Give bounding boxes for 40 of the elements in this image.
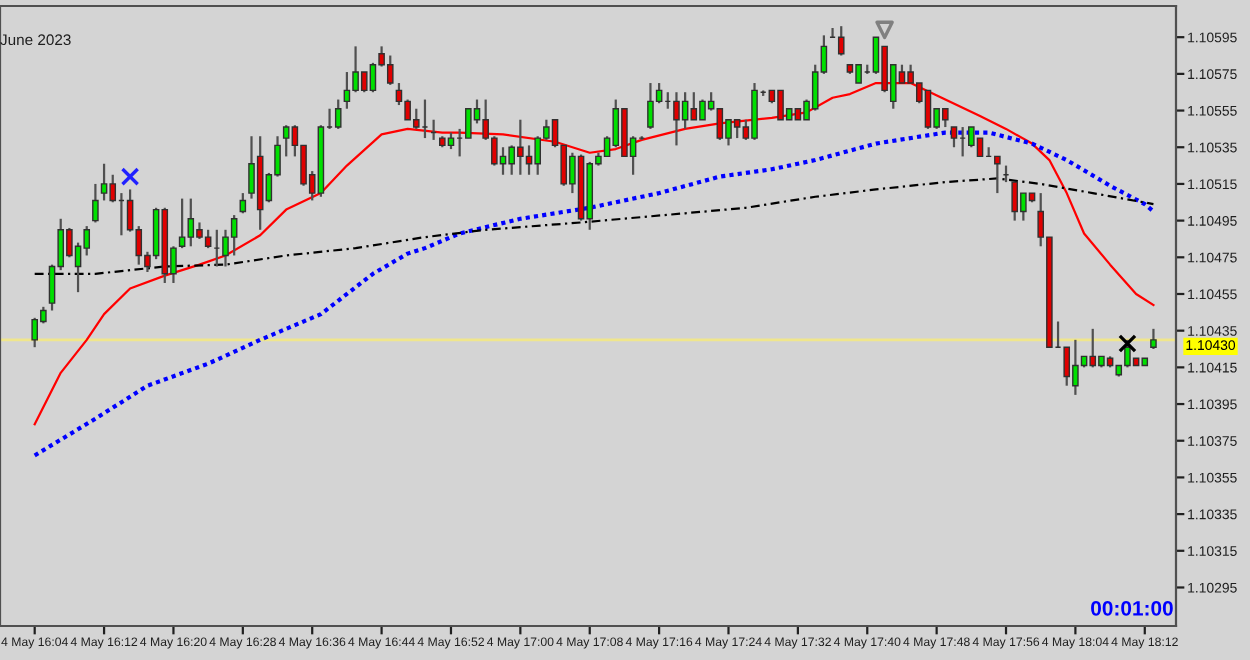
line-series bbox=[32, 130, 1156, 458]
candlestick bbox=[334, 98, 342, 131]
candlestick bbox=[924, 89, 932, 131]
candlestick bbox=[968, 125, 975, 149]
candlestick bbox=[855, 64, 862, 84]
candlestick bbox=[1150, 327, 1157, 351]
candlestick bbox=[690, 91, 698, 121]
candlestick bbox=[178, 197, 186, 250]
candlestick bbox=[699, 98, 706, 121]
candlestick bbox=[950, 125, 958, 149]
candlestick bbox=[343, 70, 351, 110]
candlestick bbox=[612, 98, 620, 149]
candlestick bbox=[109, 173, 117, 204]
candlestick bbox=[412, 107, 420, 131]
candlestick bbox=[1063, 346, 1071, 387]
point bbox=[875, 20, 894, 40]
candlestick bbox=[100, 162, 108, 202]
candlestick bbox=[647, 81, 654, 131]
candlestick bbox=[360, 70, 368, 94]
candlestick bbox=[751, 81, 758, 142]
candlestick bbox=[92, 182, 99, 224]
candlestick bbox=[204, 228, 212, 250]
candlestick bbox=[733, 118, 741, 140]
candlestick bbox=[282, 124, 290, 158]
candlestick bbox=[716, 107, 724, 142]
candlestick bbox=[777, 89, 784, 121]
candlestick bbox=[369, 61, 377, 94]
candlestick bbox=[187, 197, 195, 248]
annotation: 00:01:00 bbox=[1091, 600, 1173, 616]
candlestick bbox=[239, 191, 247, 215]
candlestick bbox=[673, 91, 680, 147]
candlestick bbox=[230, 214, 238, 257]
candlestick bbox=[386, 54, 394, 86]
candlestick bbox=[1089, 327, 1097, 369]
candlestick bbox=[837, 25, 845, 57]
candlestick bbox=[465, 108, 472, 139]
candlestick bbox=[994, 155, 1001, 195]
line-series bbox=[33, 177, 1155, 275]
point bbox=[1118, 334, 1137, 353]
point bbox=[120, 167, 140, 186]
